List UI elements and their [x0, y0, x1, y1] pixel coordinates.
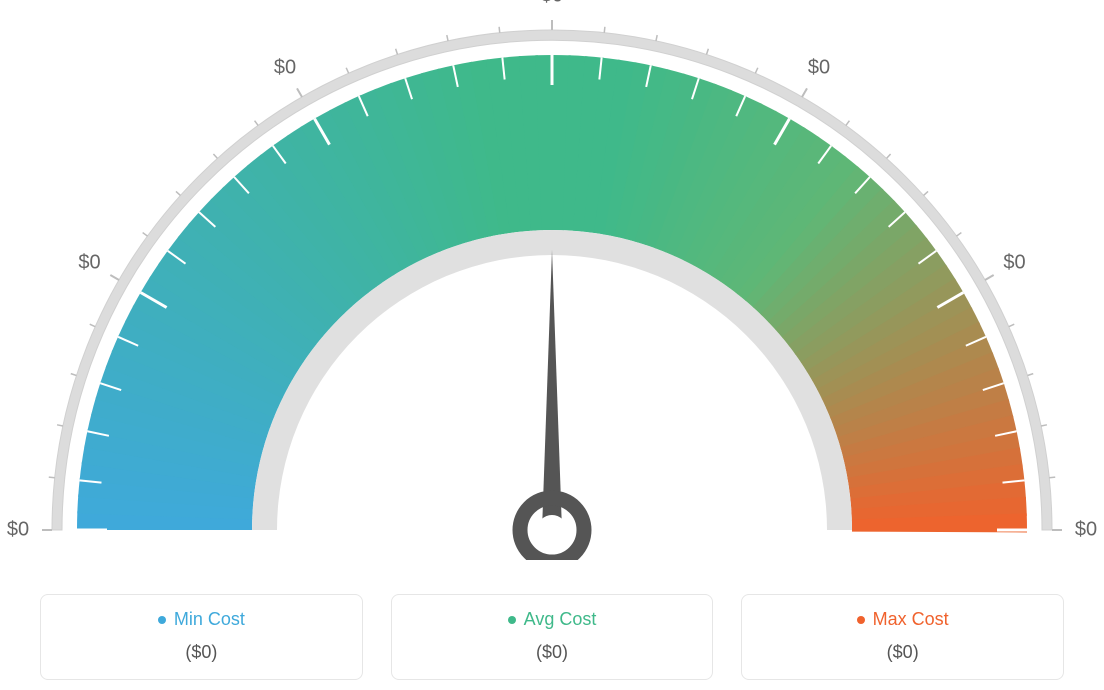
legend-text-max: Max Cost	[873, 609, 949, 630]
gauge-tick-label: $0	[1003, 252, 1025, 275]
legend-text-min: Min Cost	[174, 609, 245, 630]
legend-label-avg: Avg Cost	[508, 609, 597, 630]
legend-dot-avg	[508, 616, 516, 624]
legend-card-avg: Avg Cost ($0)	[391, 594, 714, 680]
gauge-tick-label: $0	[274, 56, 296, 79]
legend-value-min: ($0)	[51, 642, 352, 663]
cost-gauge-container: $0 $0 $0 $0 $0 $0 $0 Min Cost ($0) Avg Cost ($…	[0, 0, 1104, 690]
legend-dot-min	[158, 616, 166, 624]
legend-row: Min Cost ($0) Avg Cost ($0) Max Cost ($0…	[40, 594, 1064, 680]
legend-label-min: Min Cost	[158, 609, 245, 630]
gauge-tick-label: $0	[808, 56, 830, 79]
gauge-tick-label: $0	[541, 0, 563, 8]
gauge-tick-label: $0	[1075, 519, 1097, 542]
legend-value-avg: ($0)	[402, 642, 703, 663]
legend-value-max: ($0)	[752, 642, 1053, 663]
gauge-chart: $0 $0 $0 $0 $0 $0 $0	[0, 0, 1104, 560]
legend-dot-max	[857, 616, 865, 624]
gauge-tick-label: $0	[78, 252, 100, 275]
legend-card-max: Max Cost ($0)	[741, 594, 1064, 680]
legend-text-avg: Avg Cost	[524, 609, 597, 630]
legend-card-min: Min Cost ($0)	[40, 594, 363, 680]
legend-label-max: Max Cost	[857, 609, 949, 630]
gauge-tick-label: $0	[7, 519, 29, 542]
